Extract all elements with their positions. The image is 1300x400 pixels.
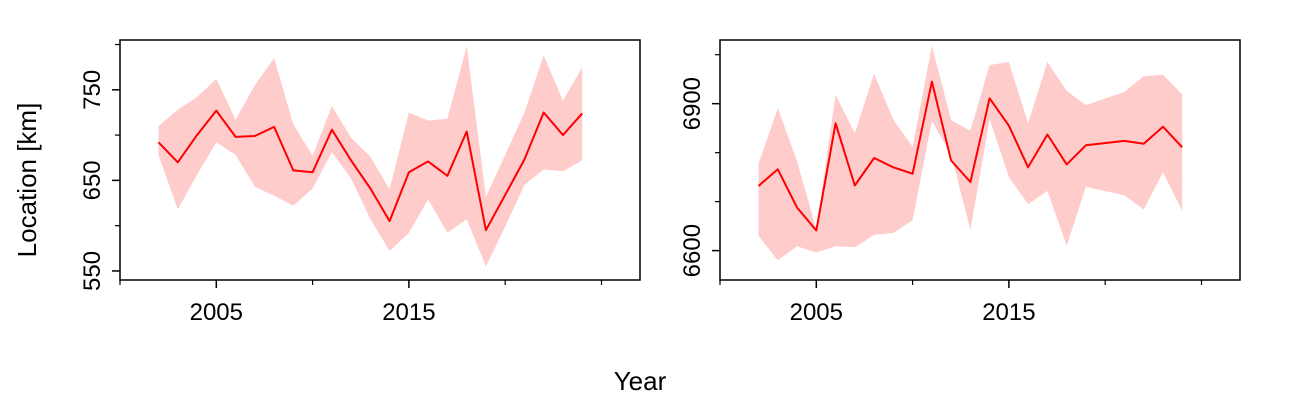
plot-frame	[119, 39, 641, 281]
y-tick-label: 6600	[679, 224, 706, 277]
confidence-band	[158, 46, 583, 267]
confidence-band	[758, 45, 1183, 261]
x-tick-label: 2005	[790, 299, 843, 326]
estimate-line	[157, 109, 583, 232]
y-tick-label: 750	[79, 70, 106, 110]
x-tick-label: 2015	[382, 299, 435, 326]
plot-frame	[719, 39, 1241, 281]
right-panel: 2005 2015 6600 6900	[679, 39, 1241, 326]
y-axis-title: Location [km]	[12, 103, 42, 258]
x-tick-label: 2005	[190, 299, 243, 326]
y-tick-label: 650	[79, 160, 106, 200]
y-tick-label: 6900	[679, 77, 706, 130]
y-tick-label: 550	[79, 251, 106, 291]
estimate-line	[757, 80, 1183, 232]
x-axis-title: Year	[614, 366, 667, 396]
left-panel: 2005 2015 550 650 750	[79, 39, 641, 326]
x-tick-label: 2015	[982, 299, 1035, 326]
